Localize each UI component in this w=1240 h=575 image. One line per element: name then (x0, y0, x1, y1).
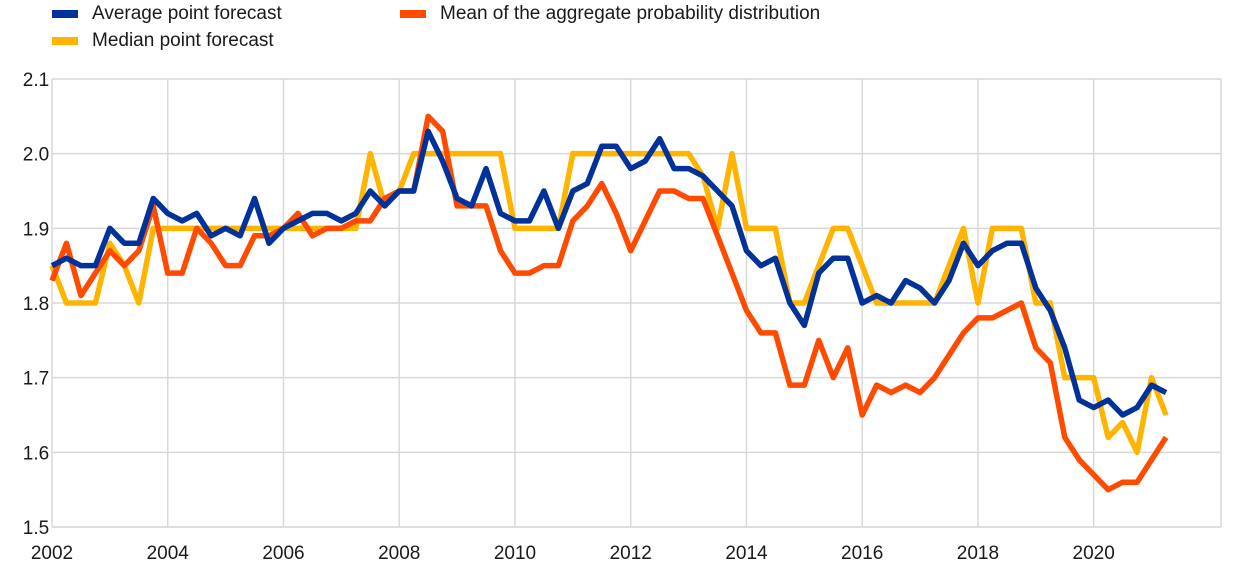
x-axis-ticks: 2002 2004 2006 2008 2010 2012 2014 2016 2018 2020 (31, 543, 1115, 564)
legend-item-mean: Mean of the aggregate probability distri… (400, 3, 820, 25)
legend-item-median: Median point forecast (52, 30, 274, 52)
x-tick-label: 2004 (147, 543, 190, 564)
y-tick-label: 2.0 (23, 145, 49, 166)
series-lines (49, 113, 1169, 493)
legend-label-average: Average point forecast (92, 3, 282, 24)
y-tick-label: 1.9 (23, 219, 49, 240)
y-tick-label: 1.8 (23, 294, 49, 315)
x-tick-label: 2020 (1073, 543, 1115, 564)
x-tick-label: 2006 (262, 543, 304, 564)
legend-label-median: Median point forecast (92, 30, 274, 51)
y-tick-label: 1.5 (23, 518, 49, 539)
legend-swatch-average (52, 10, 78, 18)
x-tick-label: 2016 (841, 543, 883, 564)
legend-item-average: Average point forecast (52, 3, 282, 25)
series-line-mean (49, 113, 1169, 493)
x-tick-label: 2002 (31, 543, 73, 564)
x-tick-label: 2018 (957, 543, 999, 564)
legend-label-mean: Mean of the aggregate probability distri… (440, 3, 821, 24)
series-line-average (50, 128, 1168, 418)
legend: Average point forecast Mean of the aggre… (0, 3, 1240, 55)
x-tick-label: 2014 (725, 543, 768, 564)
y-tick-label: 1.6 (23, 443, 49, 464)
series-line-median (49, 150, 1169, 456)
y-tick-label: 1.7 (23, 369, 49, 390)
y-axis-ticks: 1.5 1.6 1.7 1.8 1.9 2.0 2.1 (23, 70, 49, 539)
x-tick-label: 2010 (494, 543, 536, 564)
x-tick-label: 2012 (610, 543, 652, 564)
legend-swatch-mean (400, 10, 426, 18)
x-tick-label: 2008 (378, 543, 420, 564)
y-tick-label: 2.1 (23, 70, 49, 91)
legend-swatch-median (52, 37, 78, 45)
